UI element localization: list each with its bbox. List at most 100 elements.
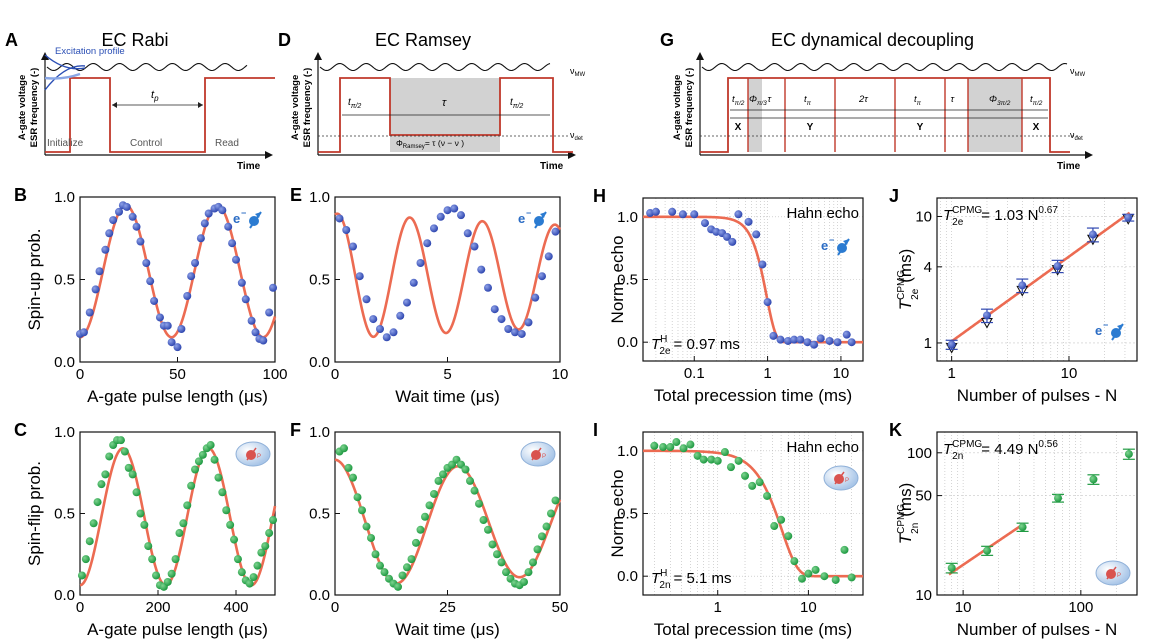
data-point [847,338,856,347]
data-point [265,529,274,538]
data-point [77,571,86,580]
data-point [261,542,270,551]
data-point [497,558,506,567]
data-point [136,509,145,518]
data-point [376,325,384,333]
data-point [396,311,405,320]
microwave-wave [701,62,1068,72]
data-point [488,540,497,549]
segment-main: 2τ [858,94,869,105]
data-point [744,217,753,226]
data-point [204,209,213,218]
power-law-annotation: TCPMG 2n = 4.49 N0.56 [943,439,1058,462]
schematic-ylabel-1: A-gate voltage [17,75,28,140]
y-tick-label: 0.5 [54,506,75,523]
data-point [335,214,344,223]
data-point [269,283,278,292]
electron-spin-icon: e − [233,208,262,229]
time-label: Time [540,161,564,172]
y-tick-label: 10 [915,208,932,225]
t-pi2-label: tπ/2 [510,97,523,110]
nu-mw-label: νMW [570,66,585,78]
y-tick-label: 0.0 [54,354,75,371]
electron-e-glyph: e [233,211,240,226]
plot-frame [79,196,276,363]
data-point [187,272,196,281]
data-point [1088,230,1097,239]
data-point [412,538,420,547]
x-tick-label: 0 [76,599,84,616]
data-point [700,219,709,228]
gate-label: X [735,122,742,133]
data-point [847,573,856,582]
data-point [140,520,149,529]
y-tick-label: 0.0 [617,568,638,585]
y-tick-label: 100 [907,445,932,462]
data-point [416,259,425,267]
data-point [421,512,429,521]
nu-sub: det [575,136,584,142]
y-tick-label: 1.0 [309,189,330,206]
data-point [232,255,240,264]
segment-label: Φ3π/2 [989,94,1011,107]
gate-label: Y [917,122,924,133]
data-point [218,488,227,497]
data-point [763,491,772,500]
data-point [490,305,499,314]
data-point [434,476,443,485]
data-point [804,569,813,578]
data-point [551,496,560,505]
y-label-unit: (ms) [896,483,915,517]
spin-arrowhead-icon [540,212,546,218]
data-point [150,296,159,305]
plot-frame [936,197,1138,362]
data-point [124,463,133,472]
data-point [443,206,452,215]
data-point [493,550,501,559]
data-point [450,204,459,213]
segment-main: Φ [749,94,757,105]
segment-label: tπ [914,94,922,107]
t: t [510,97,514,108]
y-label-sub: 2e [910,288,921,300]
y-tick-label: 0.5 [54,272,75,289]
t: t [348,97,352,108]
data-point [840,545,849,554]
data-point [479,516,488,525]
schematic-ylabel-1: A-gate voltage [672,75,683,140]
plot-frame [936,431,1138,596]
tp-label: tp [151,89,159,103]
y-label-T: T [896,298,915,310]
data-point [720,448,729,457]
segment-sub: π [917,100,922,107]
ann-T: T [651,570,662,587]
data-point [470,242,479,251]
y-tick-label: 1.0 [309,424,330,441]
x-tick-label: 10 [552,366,569,383]
phi-sub: Ramsey [403,144,425,150]
data-point [196,234,205,243]
y-tick-label: 1.0 [54,189,75,206]
x-tick-label: 100 [1068,599,1093,616]
data-point [200,219,209,228]
x-axis-label: Number of pulses - N [957,620,1118,639]
y-tick-label: 0.0 [309,354,330,371]
chart-panel-C: C 0 200 400 0.0 0.5 1.0 A-gate pulse length (μs… [14,420,278,639]
x-tick-label: 200 [145,599,170,616]
time-axis-arrow-icon [568,151,576,159]
nu: ν [1070,66,1075,76]
nuclear-spin-arrow-icon [246,447,257,461]
x-tick-label: 0.1 [684,365,705,382]
plot-frame [334,196,561,363]
data-point [218,206,227,215]
data-point [109,216,118,225]
data-point [699,455,708,464]
data-point [1089,475,1098,484]
data-point [529,558,537,567]
gate-label: Y [807,122,814,133]
ann-T: T [651,336,662,353]
data-point [784,336,793,345]
ann-exp: 0.67 [1038,205,1058,216]
data-point [152,571,161,580]
data-point [796,335,805,344]
